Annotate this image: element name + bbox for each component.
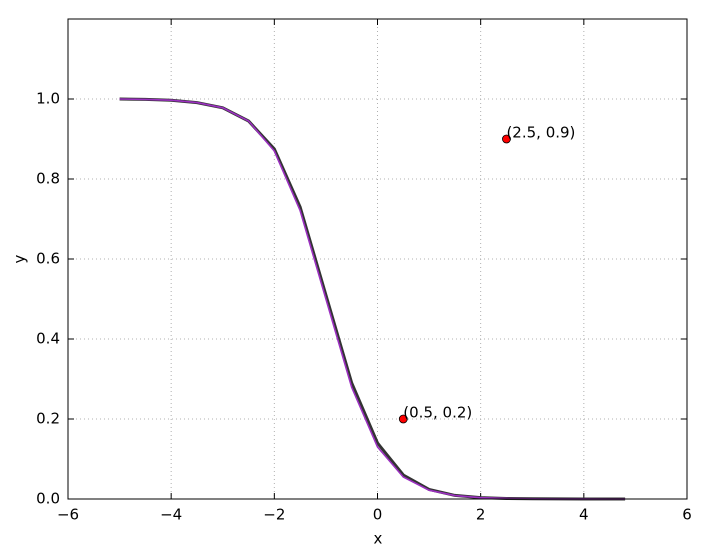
x-tick-label: 6 bbox=[682, 506, 692, 524]
x-tick-label: −6 bbox=[57, 506, 79, 524]
x-axis-label: x bbox=[374, 530, 383, 548]
x-tick-label: 0 bbox=[373, 506, 383, 524]
x-tick-label: −4 bbox=[160, 506, 182, 524]
y-tick-label: 0.0 bbox=[36, 490, 60, 508]
x-tick-label: −2 bbox=[263, 506, 285, 524]
point-annotation: (2.5, 0.9) bbox=[506, 124, 575, 142]
y-tick-label: 0.6 bbox=[36, 250, 60, 268]
y-tick-label: 0.4 bbox=[36, 330, 60, 348]
point-annotation: (0.5, 0.2) bbox=[403, 404, 472, 422]
y-tick-label: 0.8 bbox=[36, 170, 60, 188]
y-tick-label: 0.2 bbox=[36, 410, 60, 428]
y-axis-label: y bbox=[11, 254, 29, 263]
plot-frame bbox=[67, 18, 688, 500]
data-line bbox=[119, 98, 626, 500]
data-line bbox=[119, 97, 626, 501]
y-tick-label: 1.0 bbox=[36, 90, 60, 108]
data-point bbox=[502, 134, 511, 144]
data-point bbox=[398, 414, 408, 424]
x-tick-label: 2 bbox=[476, 506, 486, 524]
x-tick-label: 4 bbox=[579, 506, 589, 524]
